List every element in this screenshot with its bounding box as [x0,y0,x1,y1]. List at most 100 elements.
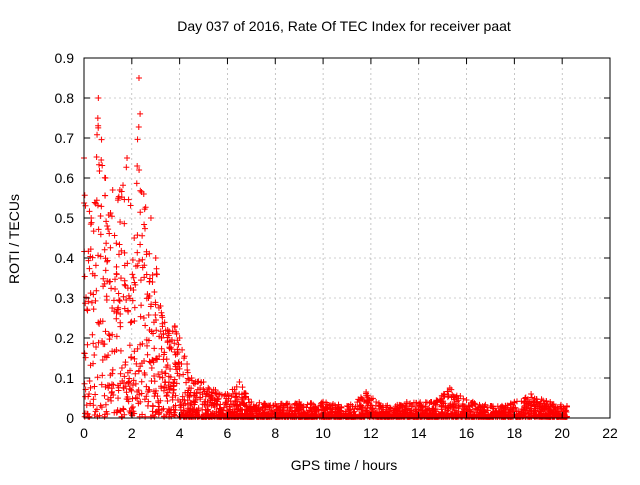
roti-point [124,396,131,403]
roti-point [453,398,460,405]
roti-point [141,221,148,228]
roti-point [167,344,174,351]
roti-point [153,327,160,334]
roti-point [93,154,100,161]
roti-point [437,398,444,405]
roti-point [532,407,539,414]
roti-point [188,385,195,392]
roti-point [123,389,130,396]
roti-point [139,256,146,263]
roti-point [136,167,143,174]
roti-point [109,348,116,355]
x-tick-label: 0 [80,425,88,441]
roti-point [438,392,445,399]
roti-point [104,410,111,417]
roti-point [131,355,138,362]
roti-point [164,362,171,369]
roti-point [167,374,174,381]
roti-point [119,377,126,384]
roti-point [212,387,219,393]
roti-point [103,354,110,361]
roti-point [123,164,130,171]
roti-point [463,406,470,413]
roti-point [116,187,123,193]
roti-point [137,363,144,370]
roti-point [84,341,91,348]
roti-point [447,410,454,417]
roti-point [179,346,186,353]
x-tick-label: 12 [363,425,379,441]
roti-point [148,328,155,335]
roti-point [446,385,453,391]
roti-point [225,392,232,399]
roti-point [117,407,124,414]
roti-point [164,334,171,341]
roti-point [171,411,178,418]
roti-point [297,403,304,410]
roti-point [93,287,100,294]
roti-point [103,240,110,247]
roti-point [109,187,116,193]
roti-point [275,406,282,413]
roti-point [136,413,143,420]
roti-point [218,391,225,398]
roti-point [121,277,128,284]
roti-point [85,257,92,264]
roti-point [433,401,440,408]
roti-point [353,413,360,420]
roti-point [469,399,476,406]
roti-point [444,394,451,401]
roti-point [240,400,247,407]
roti-point [248,399,255,405]
roti-point [162,379,169,386]
roti-point [157,303,164,309]
roti-point [358,405,365,412]
roti-point [197,394,204,401]
roti-point [376,402,383,409]
roti-point [91,351,98,358]
y-tick-label: 0.6 [55,170,75,186]
roti-point [312,406,319,413]
roti-point [137,341,144,348]
roti-point [121,411,128,418]
roti-point [465,402,472,409]
roti-point [281,412,288,419]
roti-point [96,161,103,168]
roti-point [106,278,113,285]
roti-point [418,406,425,413]
roti-point [384,402,391,409]
roti-point [283,401,290,408]
roti-point [103,293,110,300]
roti-point [553,412,560,419]
roti-point [85,298,92,305]
roti-point [152,316,159,323]
roti-point [273,413,280,420]
roti-point [412,404,419,411]
roti-point [134,345,141,352]
roti-point [307,412,314,419]
roti-point [140,191,147,197]
roti-point [469,413,476,420]
roti-point [102,175,109,181]
roti-point [151,413,158,420]
roti-point [522,395,529,402]
roti-point [160,405,167,412]
roti-point [187,413,194,420]
roti-point [537,400,544,407]
roti-point [132,394,139,401]
roti-point [481,411,488,418]
roti-point [161,349,168,356]
roti-point [137,277,144,284]
roti-point [347,401,354,408]
roti-point [254,413,261,420]
roti-point [143,271,150,278]
y-tick-label: 0.4 [55,250,75,266]
roti-point [161,370,168,377]
roti-point [137,110,144,117]
roti-point [134,232,141,239]
roti-point [149,272,156,279]
roti-point [121,262,128,269]
roti-point [401,409,408,416]
